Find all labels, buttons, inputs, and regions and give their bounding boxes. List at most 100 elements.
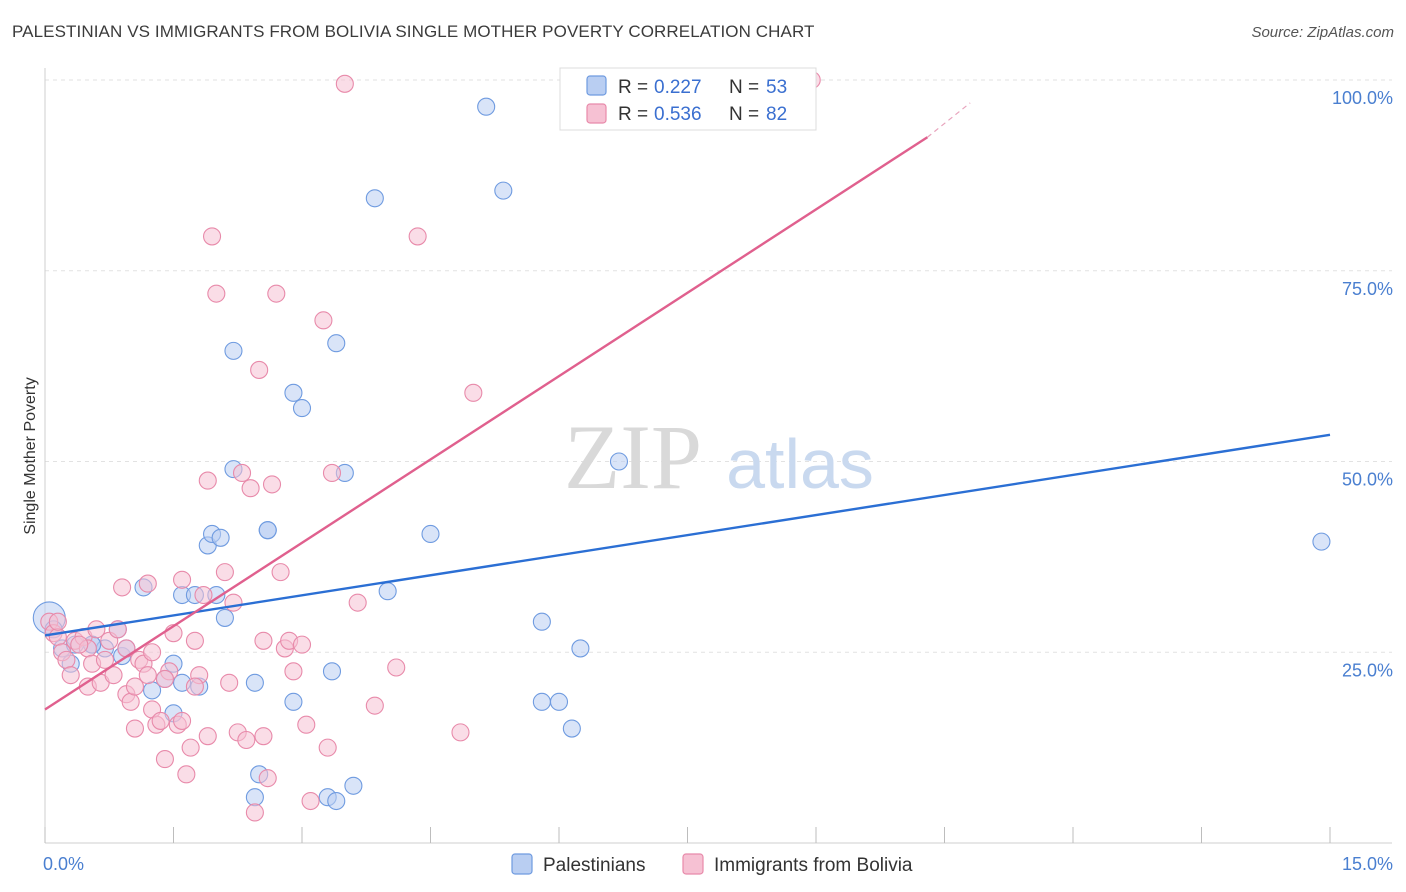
data-point [215, 608, 234, 627]
data-point [104, 666, 123, 685]
data-point [1312, 532, 1331, 551]
grid-lines [45, 79, 1392, 653]
data-point [138, 666, 157, 685]
data-point [185, 631, 204, 650]
data-point [113, 578, 132, 597]
data-point [173, 711, 192, 730]
data-point [245, 803, 264, 822]
data-point [335, 74, 354, 93]
y-tick-label: 75.0% [1342, 279, 1393, 299]
data-point [215, 563, 234, 582]
legend-r-label: R = [618, 77, 648, 98]
data-point [224, 593, 243, 612]
data-point [224, 341, 243, 360]
data-point [562, 719, 581, 738]
data-point [327, 791, 346, 811]
data-point [284, 692, 303, 711]
data-point [327, 334, 346, 353]
data-point [365, 189, 384, 208]
data-point [245, 673, 264, 692]
data-point [322, 662, 342, 681]
data-point [151, 711, 170, 730]
data-point [155, 669, 174, 689]
bottom-legend-swatch-palestinians [511, 853, 533, 875]
data-point [464, 383, 483, 402]
trend-line-extension [926, 102, 971, 138]
legend-n-value: 82 [766, 104, 787, 125]
watermark-zip: ZIP [564, 406, 702, 508]
data-point [207, 284, 226, 303]
data-point [451, 723, 470, 742]
data-point [57, 650, 76, 669]
data-point [318, 738, 337, 757]
data-points [32, 70, 1331, 822]
data-point [245, 788, 264, 807]
data-point [143, 643, 162, 662]
data-point [250, 360, 269, 379]
legend-swatch-palestinians [586, 75, 607, 96]
legend-r-label: R = [618, 104, 648, 125]
bottom-legend: Palestinians Immigrants from Bolivia [511, 853, 913, 876]
bottom-legend-swatch-bolivia [682, 853, 704, 875]
data-point [609, 452, 629, 471]
data-point [549, 692, 569, 711]
data-point [314, 311, 333, 330]
chart-title: PALESTINIAN VS IMMIGRANTS FROM BOLIVIA S… [12, 22, 815, 41]
data-point [322, 463, 342, 482]
data-point [292, 399, 312, 418]
legend-r-value: 0.227 [654, 77, 702, 98]
data-point [203, 227, 222, 246]
data-point [284, 383, 303, 402]
bottom-legend-label-bolivia: Immigrants from Bolivia [714, 855, 913, 876]
data-point [254, 727, 273, 746]
data-point [241, 479, 260, 498]
data-point [48, 612, 67, 631]
data-point [301, 791, 320, 811]
data-point [421, 524, 440, 544]
data-point [198, 471, 217, 490]
data-point [185, 677, 204, 696]
data-point [494, 181, 513, 200]
legend: R = 0.227 N = 53 R = 0.536 N = 82 [559, 67, 817, 131]
data-point [121, 692, 140, 711]
y-tick-label: 50.0% [1342, 470, 1393, 490]
data-point [378, 582, 397, 601]
y-tick-label: 25.0% [1342, 660, 1393, 680]
legend-n-label: N = [729, 104, 759, 125]
data-point [138, 574, 157, 593]
data-point [232, 463, 252, 482]
data-point [258, 521, 277, 540]
data-point [48, 627, 67, 647]
data-point [532, 612, 551, 631]
legend-swatch-bolivia [586, 103, 607, 124]
data-point [70, 635, 89, 654]
data-point [181, 738, 200, 757]
data-point [125, 677, 144, 696]
data-point [155, 750, 174, 769]
legend-n-value: 53 [766, 77, 787, 98]
data-point [95, 650, 115, 669]
data-point [258, 769, 277, 788]
x-tick-label: 0.0% [43, 854, 84, 874]
tick-labels: 25.0% 50.0% 75.0% 100.0% 0.0% 15.0% [43, 88, 1393, 874]
data-point [477, 97, 496, 116]
data-point [387, 658, 406, 677]
data-point [532, 692, 551, 711]
legend-n-label: N = [729, 77, 759, 98]
data-point [348, 593, 367, 612]
data-point [571, 639, 590, 658]
trend-line [44, 136, 929, 711]
y-tick-label: 100.0% [1332, 88, 1393, 108]
data-point [365, 696, 384, 715]
data-point [177, 765, 196, 784]
data-point [173, 570, 192, 589]
y-axis-label: Single Mother Poverty [22, 377, 39, 534]
data-point [262, 475, 282, 494]
legend-r-value: 0.536 [654, 104, 702, 125]
data-point [271, 563, 290, 582]
data-point [61, 666, 80, 685]
data-point [297, 715, 316, 734]
data-point [267, 284, 286, 303]
data-point [344, 776, 363, 795]
